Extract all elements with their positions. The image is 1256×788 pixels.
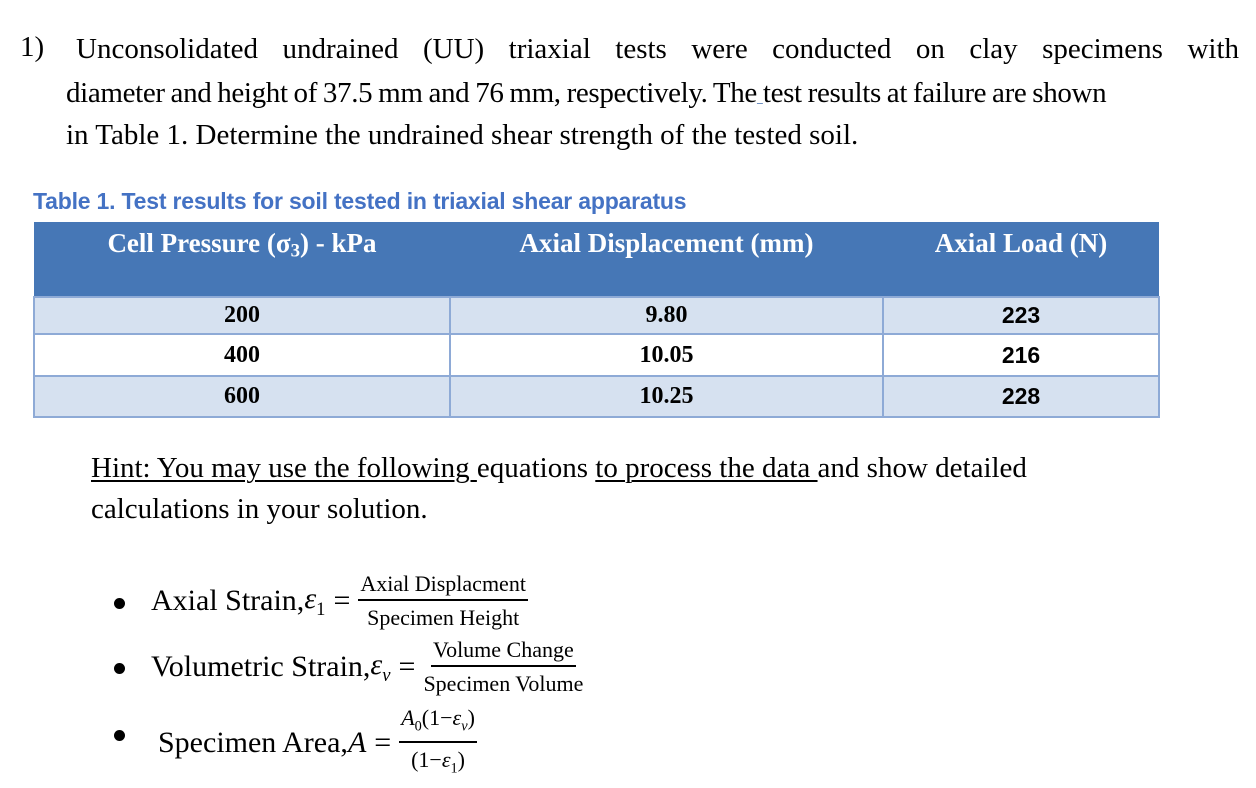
fraction: Axial Displacment Specimen Height bbox=[358, 571, 528, 631]
equation-label: Axial Strain, bbox=[151, 584, 305, 617]
axial-load-value: 216 bbox=[882, 333, 1160, 377]
denominator: Specimen Height bbox=[367, 605, 520, 630]
question-line-2c: test results at failure are shown bbox=[762, 77, 1107, 109]
table-header-row: Cell Pressure (σ3) - kPa Axial Displacem… bbox=[34, 222, 1159, 297]
bullet-icon bbox=[114, 598, 125, 609]
numerator: Volume Change bbox=[431, 637, 576, 667]
cell-pressure-value: 400 bbox=[33, 333, 451, 377]
epsilon-symbol: ε1 bbox=[304, 581, 326, 620]
table-row: 400 10.05 216 bbox=[33, 333, 1160, 377]
epsilon-symbol: εv bbox=[370, 647, 391, 686]
equation-label: Specimen Area, bbox=[158, 726, 348, 760]
equation-volumetric-strain: Volumetric Strain, εv = Volume Change Sp… bbox=[151, 637, 583, 697]
cell-pressure-value: 200 bbox=[33, 296, 451, 335]
axial-load-value: 223 bbox=[882, 296, 1160, 335]
table-row: 600 10.25 228 bbox=[33, 375, 1160, 418]
numerator: A0(1−εv) bbox=[399, 705, 477, 744]
table-caption: Table 1. Test results for soil tested in… bbox=[33, 188, 687, 214]
fraction: A0(1−εv) (1−ε1) bbox=[399, 705, 477, 782]
denominator: (1−ε1) bbox=[411, 747, 465, 777]
hint-text-2: equations bbox=[476, 452, 596, 484]
column-header-axial-load: Axial Load (N) bbox=[883, 222, 1159, 297]
axial-displacement-value: 10.05 bbox=[449, 333, 884, 377]
hint-underlined-1: Hint: You may use the following bbox=[91, 452, 477, 484]
equals-sign: = bbox=[398, 650, 416, 683]
hint-paragraph: Hint: You may use the following equation… bbox=[91, 448, 1131, 530]
question-number: 1) bbox=[20, 31, 45, 63]
equation-label: Volumetric Strain, bbox=[151, 650, 371, 683]
question-line-1: Unconsolidated undrained (UU) triaxial t… bbox=[76, 33, 1239, 65]
column-header-cell-pressure: Cell Pressure (σ3) - kPa bbox=[34, 222, 450, 297]
hint-underlined-2: to process the data bbox=[595, 452, 818, 484]
axial-displacement-value: 10.25 bbox=[449, 375, 884, 418]
hint-text-4: and show detailed calculations in your s… bbox=[91, 452, 1027, 525]
cell-pressure-value: 600 bbox=[33, 375, 451, 418]
equation-axial-strain: Axial Strain, ε1 = Axial Displacment Spe… bbox=[151, 571, 528, 631]
axial-displacement-value: 9.80 bbox=[449, 296, 884, 335]
axial-load-value: 228 bbox=[882, 375, 1160, 418]
bullet-icon bbox=[114, 730, 125, 741]
equals-sign: = bbox=[374, 726, 392, 760]
numerator: Axial Displacment bbox=[358, 571, 528, 601]
question-line-3: in Table 1. Determine the undrained shea… bbox=[66, 119, 859, 151]
table-row: 200 9.80 223 bbox=[33, 296, 1160, 335]
area-symbol: A bbox=[347, 726, 367, 760]
question-line-2: diameter and height of 37.5 mm and 76 mm… bbox=[66, 76, 1241, 110]
fraction: Volume Change Specimen Volume bbox=[423, 637, 583, 697]
equals-sign: = bbox=[333, 584, 351, 617]
equation-specimen-area: Specimen Area, A = A0(1−εv) (1−ε1) bbox=[158, 705, 477, 782]
bullet-icon bbox=[114, 663, 125, 674]
test-results-table: Cell Pressure (σ3) - kPa Axial Displacem… bbox=[33, 222, 1160, 418]
column-header-axial-displacement: Axial Displacement (mm) bbox=[450, 222, 883, 297]
question-line-2a: diameter and height of 37.5 mm and 76 mm… bbox=[66, 77, 757, 109]
denominator: Specimen Volume bbox=[423, 671, 584, 696]
